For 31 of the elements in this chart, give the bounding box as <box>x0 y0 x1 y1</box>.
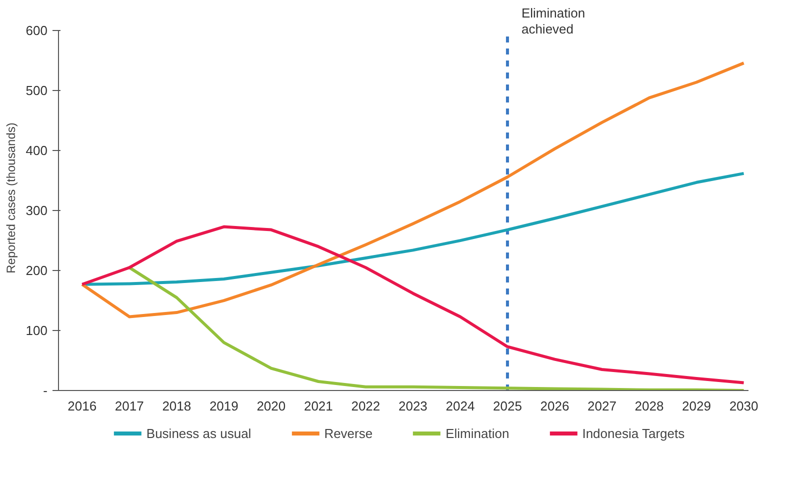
x-tick-label: 2017 <box>114 398 144 414</box>
x-tick-label: 2016 <box>68 398 97 414</box>
x-tick-label: 2026 <box>540 398 570 414</box>
legend-label: Business as usual <box>146 426 252 440</box>
x-tick-label: 2021 <box>304 398 333 414</box>
x-tick-label: 2027 <box>588 398 616 414</box>
legend-label: Reverse <box>324 426 373 440</box>
legend-label: Elimination <box>446 426 510 440</box>
x-tick-label: 2024 <box>446 398 475 414</box>
x-tick-label: 2023 <box>398 398 428 414</box>
y-tick-label: 600 <box>26 23 48 38</box>
x-tick-label: 2020 <box>256 398 286 414</box>
ref-line-label: Elimination achieved <box>521 6 586 37</box>
x-tick-label: 2018 <box>162 398 192 414</box>
y-tick-label: 100 <box>26 323 48 338</box>
y-axis-title: Reported cases (thousands) <box>4 122 18 274</box>
line-series <box>80 62 746 318</box>
y-tick-label: 300 <box>26 203 48 218</box>
x-tick-label: 2025 <box>493 398 522 414</box>
legend-label: Indonesia Targets <box>582 426 685 440</box>
line-series <box>128 266 746 390</box>
x-tick-label: 2022 <box>351 398 380 414</box>
x-tick-label: 2029 <box>682 398 711 414</box>
y-tick-label: 500 <box>26 83 48 98</box>
y-tick-label: - <box>43 383 48 398</box>
y-tick-label: 200 <box>26 263 48 278</box>
y-tick-label: 400 <box>26 143 48 158</box>
x-tick-label: 2019 <box>209 398 238 414</box>
x-tick-label: 2028 <box>634 398 664 414</box>
line-series <box>80 225 746 384</box>
x-tick-label: 2030 <box>729 398 758 414</box>
